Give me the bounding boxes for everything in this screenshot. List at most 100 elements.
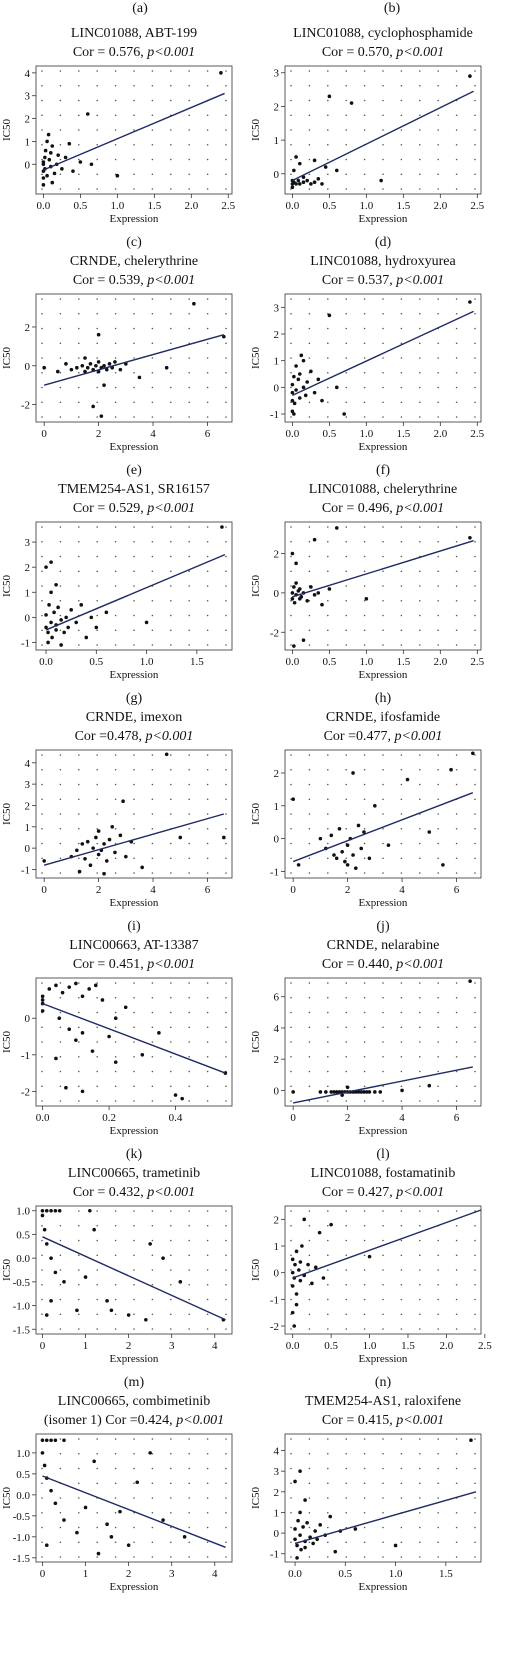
grid-dot bbox=[437, 996, 440, 999]
grid-dot bbox=[170, 298, 172, 300]
grid-dot bbox=[308, 1298, 311, 1301]
data-point bbox=[56, 153, 60, 157]
data-point bbox=[78, 160, 83, 164]
grid-dot bbox=[437, 158, 440, 161]
grid-dot bbox=[206, 813, 209, 815]
data-point bbox=[302, 1217, 307, 1222]
y-axis-label: IC50 bbox=[250, 1259, 262, 1282]
grid-dot bbox=[382, 1210, 384, 1212]
grid-dot bbox=[188, 1438, 190, 1440]
grid-dot bbox=[114, 798, 117, 801]
grid-dot bbox=[437, 188, 440, 190]
grid-dot bbox=[188, 842, 190, 845]
grid-dot bbox=[474, 768, 476, 771]
data-point bbox=[290, 597, 295, 601]
grid-dot bbox=[133, 526, 135, 528]
grid-dot bbox=[59, 1085, 62, 1088]
grid-dot bbox=[206, 1269, 209, 1271]
grid-dot bbox=[437, 1269, 440, 1271]
grid-dot bbox=[114, 614, 117, 617]
grid-dot bbox=[327, 798, 329, 801]
grid-dot bbox=[188, 1556, 190, 1558]
grid-dot bbox=[419, 872, 421, 874]
grid-dot bbox=[170, 996, 172, 999]
grid-dot bbox=[151, 798, 154, 801]
data-point bbox=[334, 168, 339, 173]
grid-dot bbox=[327, 1482, 329, 1485]
grid-dot bbox=[59, 1224, 62, 1227]
data-point bbox=[40, 1213, 45, 1218]
grid-dot bbox=[225, 312, 227, 315]
grid-dot bbox=[290, 1041, 292, 1043]
grid-dot bbox=[363, 1438, 366, 1440]
grid-dot bbox=[308, 754, 311, 756]
data-point bbox=[92, 1227, 96, 1232]
grid-dot bbox=[363, 1224, 366, 1227]
grid-dot bbox=[474, 114, 476, 117]
data-point bbox=[94, 625, 99, 630]
p-value-text: p<0.001 bbox=[395, 501, 444, 516]
grid-dot bbox=[78, 298, 80, 300]
y-tick-label: 2 bbox=[274, 1054, 280, 1066]
grid-dot bbox=[96, 540, 98, 543]
grid-dot bbox=[225, 1055, 227, 1058]
grid-dot bbox=[170, 1313, 172, 1316]
grid-dot bbox=[151, 1298, 154, 1301]
grid-dot bbox=[345, 158, 348, 161]
grid-dot bbox=[78, 1438, 80, 1440]
grid-dot bbox=[474, 1556, 476, 1558]
grid-dot bbox=[327, 1070, 329, 1073]
data-point bbox=[301, 385, 306, 390]
data-point bbox=[356, 823, 361, 828]
grid-dot bbox=[437, 1511, 440, 1514]
grid-dot bbox=[455, 143, 458, 146]
grid-dot bbox=[133, 386, 135, 389]
grid-dot bbox=[59, 1467, 62, 1470]
grid-dot bbox=[96, 872, 98, 874]
data-point bbox=[96, 1551, 101, 1556]
grid-dot bbox=[151, 1328, 154, 1330]
data-point bbox=[315, 1537, 319, 1542]
grid-dot bbox=[41, 614, 43, 617]
grid-dot bbox=[170, 99, 172, 102]
grid-dot bbox=[78, 84, 80, 87]
grid-dot bbox=[290, 1085, 292, 1088]
data-point bbox=[45, 173, 49, 178]
grid-dot bbox=[170, 555, 172, 558]
grid-dot bbox=[151, 298, 154, 300]
data-point bbox=[317, 1230, 322, 1235]
y-tick-label: 2 bbox=[274, 768, 280, 780]
data-point bbox=[107, 1034, 111, 1039]
data-point bbox=[386, 843, 391, 847]
x-tick-label: 1.5 bbox=[190, 656, 204, 668]
grid-dot bbox=[170, 1541, 172, 1544]
grid-dot bbox=[133, 1541, 135, 1544]
grid-dot bbox=[41, 982, 43, 984]
x-tick-label: 0.0 bbox=[286, 200, 300, 212]
data-point bbox=[41, 183, 46, 187]
grid-dot bbox=[474, 540, 476, 543]
grid-dot bbox=[290, 526, 292, 528]
grid-dot bbox=[345, 555, 348, 558]
data-point bbox=[161, 1518, 165, 1522]
panel-label-a: (a) bbox=[132, 1, 148, 16]
grid-dot bbox=[345, 1100, 348, 1102]
grid-dot bbox=[188, 312, 190, 315]
x-tick-label: 4 bbox=[399, 1112, 405, 1124]
grid-dot bbox=[419, 327, 421, 330]
grid-dots bbox=[41, 754, 227, 874]
data-point bbox=[293, 1262, 297, 1267]
grid-dot bbox=[206, 327, 209, 330]
x-tick-label: 0.5 bbox=[323, 656, 337, 668]
grid-dot bbox=[78, 99, 80, 102]
grid-dot bbox=[290, 1556, 292, 1558]
x-tick-label: 4 bbox=[399, 884, 405, 896]
grid-dot bbox=[400, 768, 403, 771]
x-tick-label: 0.0 bbox=[286, 656, 300, 668]
data-point bbox=[63, 155, 68, 160]
grid-dot bbox=[114, 1011, 117, 1014]
grid-dot bbox=[400, 1438, 403, 1440]
grid-dot bbox=[419, 1254, 421, 1257]
data-point bbox=[469, 1438, 473, 1442]
grid-dot bbox=[419, 614, 421, 617]
